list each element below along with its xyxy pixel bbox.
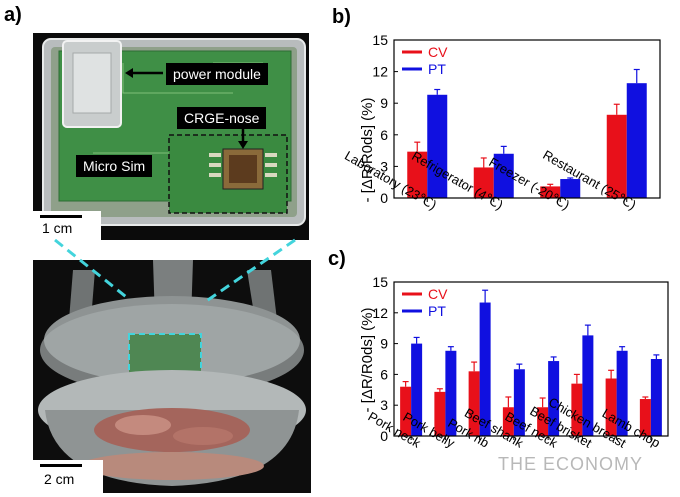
connector-line-right [204, 238, 296, 304]
bar-pt-2 [479, 302, 491, 436]
chart-c-ylabel: - [ΔR/R0ds] (%) [359, 307, 376, 412]
legend-label-pt: PT [428, 303, 446, 319]
connector-line-left [54, 238, 131, 302]
bar-cv-5 [571, 383, 583, 436]
bar-pt-3 [513, 369, 525, 436]
bar-pt-1 [445, 350, 457, 436]
panel-label-c: c) [328, 248, 346, 270]
plot-frame [393, 39, 661, 199]
legend-label-cv: CV [428, 286, 448, 302]
chamber-photo [33, 260, 311, 493]
bar-cv-3 [606, 114, 627, 198]
bar-pt-6 [616, 350, 628, 436]
bar-cv-2 [540, 186, 561, 198]
bar-pt-0 [427, 94, 448, 198]
bar-cv-0 [407, 151, 428, 198]
bar-cv-2 [468, 371, 480, 436]
callout-micro-sim: Micro Sim [76, 155, 153, 177]
bar-cv-7 [639, 399, 651, 436]
scale-bar-1cm [40, 215, 82, 218]
bar-cv-4 [537, 407, 549, 436]
y-tick-label-1: 3 [380, 397, 388, 413]
chart-b-ylabel: - [ΔR/R0ds] (%) [359, 97, 376, 202]
bar-pt-4 [548, 361, 560, 436]
y-tick-label-4: 12 [372, 305, 388, 321]
bar-pt-5 [582, 335, 594, 436]
y-tick-label-3: 9 [380, 95, 388, 111]
bar-pt-7 [650, 359, 662, 436]
y-tick-label-5: 15 [372, 274, 388, 290]
y-tick-label-0: 0 [380, 190, 388, 206]
watermark: THE ECONOMY [498, 454, 644, 474]
y-tick-label-2: 6 [380, 127, 388, 143]
bar-cv-0 [400, 386, 412, 436]
scale-label-2cm: 2 cm [44, 471, 75, 487]
chamber-illustration [33, 260, 311, 493]
panel-label-b: b) [332, 6, 351, 28]
legend-label-pt: PT [428, 61, 446, 77]
bar-cv-1 [473, 167, 494, 198]
callout-crge-nose: CRGE-nose [177, 107, 267, 129]
bar-cv-1 [434, 391, 446, 436]
y-tick-label-5: 15 [372, 32, 388, 48]
y-tick-label-1: 3 [380, 158, 388, 174]
plot-frame [393, 281, 669, 437]
bar-cv-3 [502, 407, 514, 436]
y-tick-label-2: 6 [380, 366, 388, 382]
bar-pt-1 [493, 153, 514, 198]
bar-pt-0 [411, 343, 423, 436]
bar-cv-6 [605, 378, 617, 436]
scale-bar-2cm [40, 464, 82, 467]
bar-pt-3 [626, 83, 647, 198]
scale-label-1cm: 1 cm [42, 220, 73, 236]
callout-power-module: power module [166, 63, 268, 85]
panel-label-a: a) [4, 4, 22, 26]
y-tick-label-3: 9 [380, 336, 388, 352]
legend-label-cv: CV [428, 44, 448, 60]
y-tick-label-4: 12 [372, 64, 388, 80]
y-tick-label-0: 0 [380, 428, 388, 444]
bar-pt-2 [560, 179, 581, 198]
